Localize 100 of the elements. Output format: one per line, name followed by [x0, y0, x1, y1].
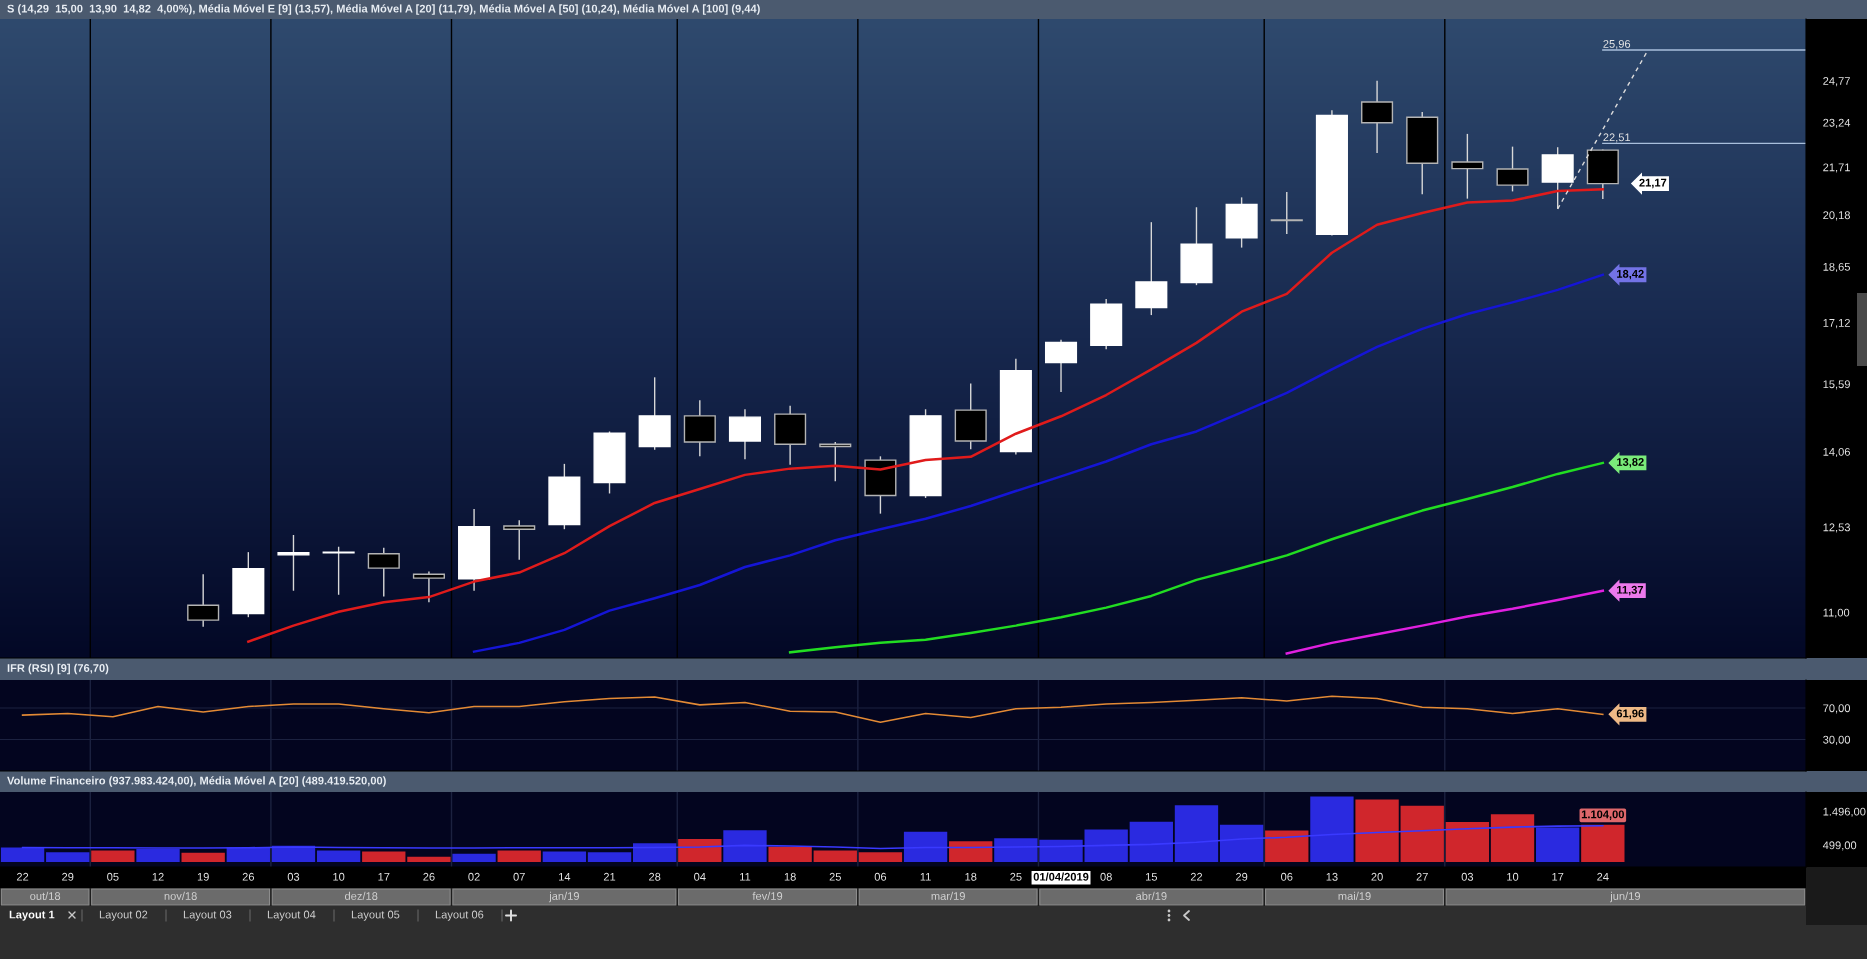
text: abr/19: [1136, 891, 1167, 900]
bar: [1129, 821, 1173, 862]
x-tick-label: 07: [513, 872, 525, 881]
y-tick-label: 30,00: [1823, 735, 1851, 745]
bar: [1265, 830, 1309, 862]
x-tick-label: 08: [1100, 872, 1112, 881]
line-series: [1285, 589, 1605, 655]
text: mar/19: [931, 891, 965, 900]
text: Layout 05: [351, 910, 400, 921]
bar: [587, 852, 632, 862]
line-series: [247, 187, 1605, 643]
bar: [452, 853, 496, 862]
bar: [678, 838, 722, 862]
x-tick-label: 29: [1236, 872, 1248, 881]
x-tick-label: 11: [740, 872, 751, 881]
x-tick-label: 15: [1145, 872, 1158, 881]
bar: [46, 852, 90, 862]
data-label: 11,37: [1617, 585, 1644, 596]
y-tick-label: 11,00: [1823, 608, 1850, 618]
text: Layout 1: [9, 910, 55, 921]
bar: [768, 846, 812, 862]
text: mai/19: [1338, 891, 1371, 900]
text: nov/18: [164, 891, 197, 900]
chart-title: Volume Financeiro (937.983.424,00), Média Móvel A [20] (489.419.520,00): [7, 776, 386, 787]
bar: [813, 850, 857, 862]
bar: [1219, 824, 1264, 862]
line-series: [21, 825, 1604, 850]
candlestick: [322, 546, 355, 596]
x-tick-label: 18: [784, 872, 796, 881]
bar: [1536, 827, 1580, 862]
bar: [1400, 805, 1444, 862]
x-tick-label: 19: [197, 872, 209, 881]
x-tick-label: 20: [1371, 872, 1383, 881]
bar: [723, 830, 767, 862]
x-tick-label: 06: [1281, 872, 1293, 881]
x-tick-label: 17: [378, 872, 390, 881]
y-tick-label: 70,00: [1823, 704, 1851, 714]
bar: [1310, 796, 1354, 862]
x-tick-label: 05: [107, 872, 119, 881]
y-tick-label: 23,24: [1823, 118, 1851, 128]
y-tick-label: 14,06: [1823, 447, 1850, 458]
bar: [181, 852, 225, 862]
text: jun/19: [1609, 891, 1641, 903]
bar: [0, 847, 45, 862]
text: 21,17: [1639, 178, 1667, 189]
candlestick: [503, 519, 536, 561]
x-tick-label: 17: [1552, 872, 1564, 881]
candlestick: [277, 534, 310, 592]
line-series: [788, 461, 1605, 654]
y-tick-label: 24,77: [1823, 77, 1850, 87]
y-tick-label: 12,53: [1823, 523, 1850, 533]
bar: [633, 843, 677, 862]
x-tick-label: 03: [1461, 872, 1474, 881]
chart-title: IFR (RSI) [9] (76,70): [7, 663, 109, 675]
bar: [542, 851, 587, 862]
x-tick-label: 29: [62, 872, 74, 881]
bar: [1490, 814, 1535, 862]
ref-line-label: 22,51: [1603, 133, 1631, 143]
text: dez/18: [344, 891, 378, 900]
candlestick: [1451, 133, 1484, 200]
x-tick-label: 26: [242, 872, 255, 881]
x-tick-label: 10: [1507, 872, 1519, 881]
text: Layout 04: [267, 910, 316, 921]
x-tick-label: 22: [16, 872, 29, 881]
x-tick-label: 26: [423, 872, 435, 881]
bar: [497, 850, 541, 862]
x-tick-label: 25: [1010, 872, 1022, 881]
bar: [1174, 805, 1219, 862]
bar: [949, 841, 993, 862]
data-label: 13,82: [1617, 458, 1644, 468]
y-tick-label: 499,00: [1822, 841, 1857, 851]
x-tick-label: 18: [965, 872, 977, 881]
bar: [858, 852, 903, 862]
y-tick-label: 1.496,00: [1823, 807, 1866, 817]
x-tick-label: 03: [287, 872, 300, 881]
bar: [1581, 824, 1625, 862]
chart-title: S (14,29 15,00 13,90 14,82 4,00%), Média Móvel E [9] (13,57), Média Móvel A [20] (11,79), Média Móvel A [50] (10,24), Média Móvel A [100] (9,44): [7, 4, 760, 15]
data-label: 61,96: [1616, 709, 1644, 719]
x-tick-label: 12: [152, 872, 164, 881]
x-tick-label: 06: [874, 872, 887, 881]
ref-line-label: 25,96: [1603, 39, 1631, 50]
bar: [1084, 829, 1128, 862]
text: Layout 02: [99, 910, 148, 921]
bar: [136, 849, 180, 862]
x-tick-label: 22: [1190, 872, 1203, 881]
y-tick-label: 17,12: [1823, 318, 1850, 329]
x-tick-label: 04: [694, 872, 706, 881]
y-tick-label: 21,71: [1823, 163, 1850, 173]
x-tick-label: 13: [1326, 872, 1338, 881]
x-tick-label: 14: [559, 872, 571, 881]
data-label: 1.104,00: [1581, 810, 1624, 820]
bar: [903, 831, 948, 862]
text: Layout 06: [435, 910, 484, 921]
bar: [226, 847, 270, 862]
y-tick-label: 20,18: [1823, 211, 1850, 221]
y-tick-label: 15,59: [1823, 380, 1850, 390]
x-tick-label: 11: [920, 872, 931, 881]
bar: [91, 850, 135, 862]
x-tick-label: 10: [333, 872, 345, 881]
line-series: [21, 695, 1604, 723]
